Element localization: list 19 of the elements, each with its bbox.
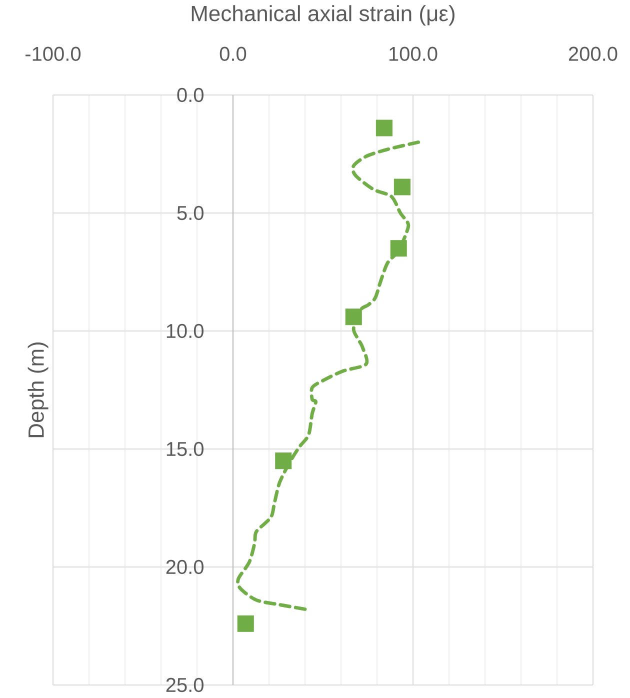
point xyxy=(394,178,410,196)
point xyxy=(376,120,392,136)
point xyxy=(345,308,362,326)
x-tick-label: 100.0 xyxy=(390,46,438,61)
y-tick-label: 25.0 xyxy=(166,678,204,692)
y-tick-label: 20.0 xyxy=(166,560,204,574)
x-tick-label: -100.0 xyxy=(26,46,81,61)
point xyxy=(390,240,407,257)
x-axis-title: Mechanical axial strain (με) xyxy=(192,5,454,26)
y-tick-label: 5.0 xyxy=(177,206,204,220)
line-series xyxy=(236,140,420,612)
point xyxy=(237,615,254,632)
y-tick-label: 10.0 xyxy=(166,324,204,338)
y-axis-title: Depth (m) xyxy=(28,342,48,438)
y-tick-label: 0.0 xyxy=(177,88,204,102)
point xyxy=(275,452,292,470)
y-tick-label: 15.0 xyxy=(166,442,204,456)
x-tick-label: 0.0 xyxy=(220,46,246,61)
x-tick-label: 200.0 xyxy=(568,46,618,61)
